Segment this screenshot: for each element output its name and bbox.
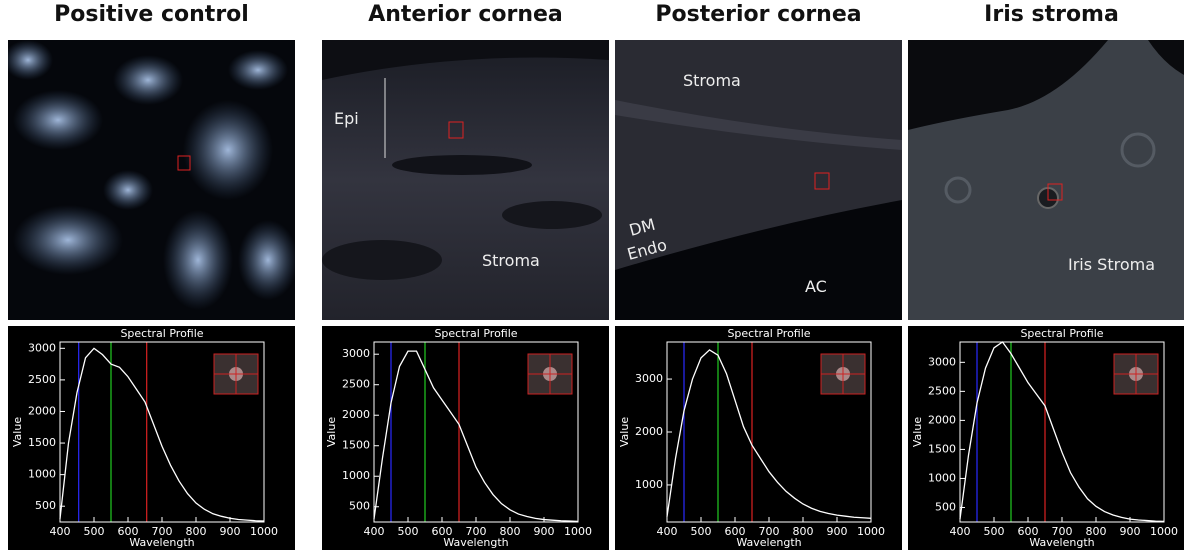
x-tick-label: 600: [118, 525, 139, 538]
y-tick-label: 3000: [635, 372, 663, 385]
x-tick-label: 700: [1052, 525, 1073, 538]
panel-title: Anterior cornea: [322, 2, 609, 27]
x-tick-label: 1000: [564, 525, 592, 538]
y-axis-label: Value: [11, 417, 24, 447]
image-label: Stroma: [482, 251, 540, 270]
y-axis-label: Value: [911, 417, 924, 447]
x-tick-label: 400: [950, 525, 971, 538]
y-tick-label: 1500: [928, 442, 956, 455]
y-tick-label: 2500: [28, 373, 56, 386]
spectral-chart: Spectral ProfileWavelengthValue100020003…: [615, 326, 902, 550]
micrograph: Iris Stroma: [908, 40, 1184, 320]
spectral-chart: Spectral ProfileWavelengthValue500100015…: [322, 326, 609, 550]
spectral-chart: Spectral ProfileWavelengthValue500100015…: [908, 326, 1184, 550]
x-tick-label: 900: [534, 525, 555, 538]
chart-title: Spectral Profile: [434, 327, 517, 340]
y-tick-label: 2000: [635, 425, 663, 438]
y-tick-label: 2000: [342, 408, 370, 421]
x-tick-label: 900: [1120, 525, 1141, 538]
chart-title: Spectral Profile: [1020, 327, 1103, 340]
micrograph: Stroma DM Endo AC: [615, 40, 902, 320]
panel-title: Iris stroma: [908, 2, 1184, 27]
x-tick-label: 400: [50, 525, 71, 538]
y-tick-label: 2500: [342, 378, 370, 391]
y-tick-label: 1500: [342, 439, 370, 452]
panel-title: Positive control: [8, 2, 295, 27]
spectral-chart: Spectral ProfileWavelengthValue500100015…: [8, 326, 295, 550]
y-tick-label: 500: [35, 499, 56, 512]
x-tick-label: 900: [827, 525, 848, 538]
y-tick-label: 1000: [342, 469, 370, 482]
y-tick-label: 3000: [928, 355, 956, 368]
x-tick-label: 700: [759, 525, 780, 538]
y-tick-label: 1500: [28, 436, 56, 449]
y-tick-label: 1000: [928, 471, 956, 484]
x-tick-label: 800: [793, 525, 814, 538]
x-tick-label: 600: [432, 525, 453, 538]
y-tick-label: 1000: [635, 478, 663, 491]
chart-title: Spectral Profile: [120, 327, 203, 340]
y-tick-label: 2000: [928, 413, 956, 426]
panel-title: Posterior cornea: [615, 2, 902, 27]
chart-title: Spectral Profile: [727, 327, 810, 340]
x-tick-label: 900: [220, 525, 241, 538]
y-axis-label: Value: [325, 417, 338, 447]
y-tick-label: 3000: [28, 341, 56, 354]
y-tick-label: 3000: [342, 347, 370, 360]
image-label: Iris Stroma: [1068, 255, 1155, 274]
y-tick-label: 2000: [28, 404, 56, 417]
x-tick-label: 1000: [1150, 525, 1178, 538]
y-tick-label: 2500: [928, 384, 956, 397]
image-label: Epi: [334, 109, 359, 128]
x-tick-label: 400: [657, 525, 678, 538]
y-tick-label: 1000: [28, 468, 56, 481]
micrograph: Epi Stroma: [322, 40, 609, 320]
x-tick-label: 1000: [250, 525, 278, 538]
image-label: Stroma: [683, 71, 741, 90]
x-tick-label: 700: [152, 525, 173, 538]
figure: {"panels": [ {"title": "Positive control…: [0, 0, 1184, 550]
y-tick-label: 500: [935, 500, 956, 513]
y-tick-label: 500: [349, 500, 370, 513]
y-axis-label: Value: [618, 417, 631, 447]
x-tick-label: 500: [691, 525, 712, 538]
x-tick-label: 700: [466, 525, 487, 538]
image-label: AC: [805, 277, 827, 296]
x-tick-label: 800: [1086, 525, 1107, 538]
x-tick-label: 800: [186, 525, 207, 538]
x-tick-label: 400: [364, 525, 385, 538]
x-tick-label: 600: [1018, 525, 1039, 538]
x-tick-label: 800: [500, 525, 521, 538]
x-tick-label: 1000: [857, 525, 885, 538]
x-tick-label: 500: [398, 525, 419, 538]
x-tick-label: 500: [984, 525, 1005, 538]
x-tick-label: 600: [725, 525, 746, 538]
x-tick-label: 500: [84, 525, 105, 538]
micrograph: [8, 40, 295, 320]
